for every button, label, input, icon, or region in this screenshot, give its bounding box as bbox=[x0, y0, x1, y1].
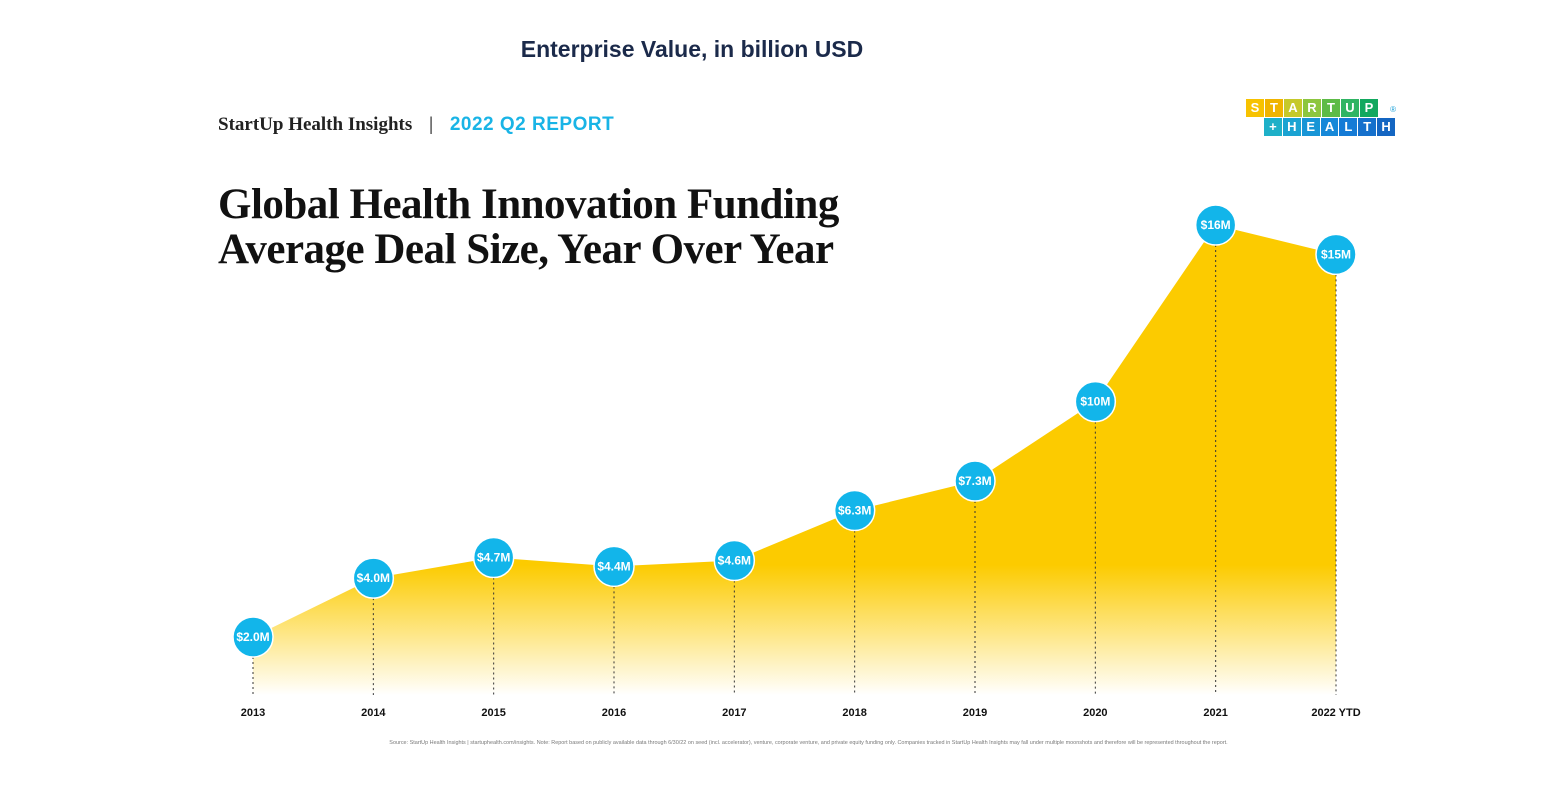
data-label: $15M bbox=[1321, 247, 1351, 261]
x-tick-label: 2022 YTD bbox=[1311, 707, 1360, 719]
logo-health-tile: T bbox=[1358, 118, 1377, 136]
data-label: $10M bbox=[1080, 395, 1110, 409]
logo-health-tile: A bbox=[1320, 118, 1339, 136]
data-point-marker bbox=[954, 460, 996, 502]
x-tick-label: 2013 bbox=[241, 707, 265, 719]
x-tick-label: 2021 bbox=[1203, 707, 1227, 719]
brand-line: StartUp Health Insights | 2022 Q2 REPORT bbox=[218, 114, 614, 136]
logo-health-tile: + bbox=[1264, 118, 1282, 136]
data-point-marker bbox=[352, 557, 395, 599]
data-point-marker bbox=[1074, 380, 1117, 423]
data-point-marker bbox=[472, 536, 515, 579]
data-label: $6.3M bbox=[838, 503, 871, 517]
brand-separator: | bbox=[428, 114, 434, 134]
logo-startup-tile: P bbox=[1360, 99, 1378, 117]
drop-lines bbox=[252, 225, 1337, 695]
chart-title-line-1: Global Health Innovation Funding bbox=[218, 181, 839, 228]
x-tick-label: 2016 bbox=[602, 707, 626, 719]
logo-startup-tile: T bbox=[1322, 99, 1340, 117]
data-label: $4.7M bbox=[477, 551, 510, 565]
data-point-marker bbox=[1194, 204, 1237, 246]
data-point-marker bbox=[593, 545, 635, 588]
data-markers: $2.0M $4.0M $4.7M $4.4M $4.6M $6.3M $7.3M $10M $… bbox=[232, 204, 1357, 658]
data-point-marker bbox=[232, 616, 274, 658]
source-note: Source: StartUp Health Insights | startu… bbox=[389, 740, 1228, 746]
x-axis-labels: 2013 2014 2015 2016 2017 2018 2019 2020 2021 2022… bbox=[241, 707, 1361, 719]
logo-health-tile: E bbox=[1301, 118, 1320, 136]
data-label: $2.0M bbox=[236, 630, 269, 644]
x-tick-label: 2019 bbox=[963, 707, 987, 719]
area-fill bbox=[253, 225, 1336, 695]
data-point-marker bbox=[713, 539, 756, 582]
data-point-marker bbox=[833, 489, 876, 532]
data-label: $4.6M bbox=[718, 553, 751, 567]
chart-title-line-2: Average Deal Size, Year Over Year bbox=[218, 226, 834, 273]
logo-startup-tile: T bbox=[1265, 99, 1283, 117]
chart-title: Global Health Innovation Funding Average… bbox=[218, 182, 839, 272]
x-tick-label: 2014 bbox=[361, 707, 386, 719]
data-label: $7.3M bbox=[958, 474, 991, 488]
logo-startup-tile: U bbox=[1341, 99, 1359, 117]
x-tick-label: 2017 bbox=[722, 707, 746, 719]
report-label: 2022 Q2 REPORT bbox=[449, 114, 615, 135]
data-label: $16M bbox=[1201, 218, 1231, 232]
data-label: $4.0M bbox=[357, 571, 390, 585]
logo-startup-tile: A bbox=[1284, 99, 1302, 117]
x-tick-label: 2015 bbox=[481, 707, 505, 719]
logo-startup-tile: S bbox=[1246, 99, 1264, 117]
logo-startup-tile: R bbox=[1303, 99, 1321, 117]
data-point-marker bbox=[1315, 233, 1357, 276]
x-tick-label: 2020 bbox=[1083, 707, 1107, 719]
brand-name: StartUp Health Insights bbox=[218, 114, 413, 135]
page-header: Enterprise Value, in billion USD bbox=[520, 36, 864, 62]
data-label: $4.4M bbox=[597, 559, 630, 573]
x-tick-label: 2018 bbox=[842, 707, 866, 719]
logo-row-bottom: + H E A L T H bbox=[1264, 118, 1396, 137]
logo-health-tile: H bbox=[1377, 118, 1396, 136]
logo-health-tile: H bbox=[1282, 118, 1301, 136]
logo-health-tile: L bbox=[1339, 118, 1358, 136]
registered-mark: ® bbox=[1390, 105, 1396, 114]
